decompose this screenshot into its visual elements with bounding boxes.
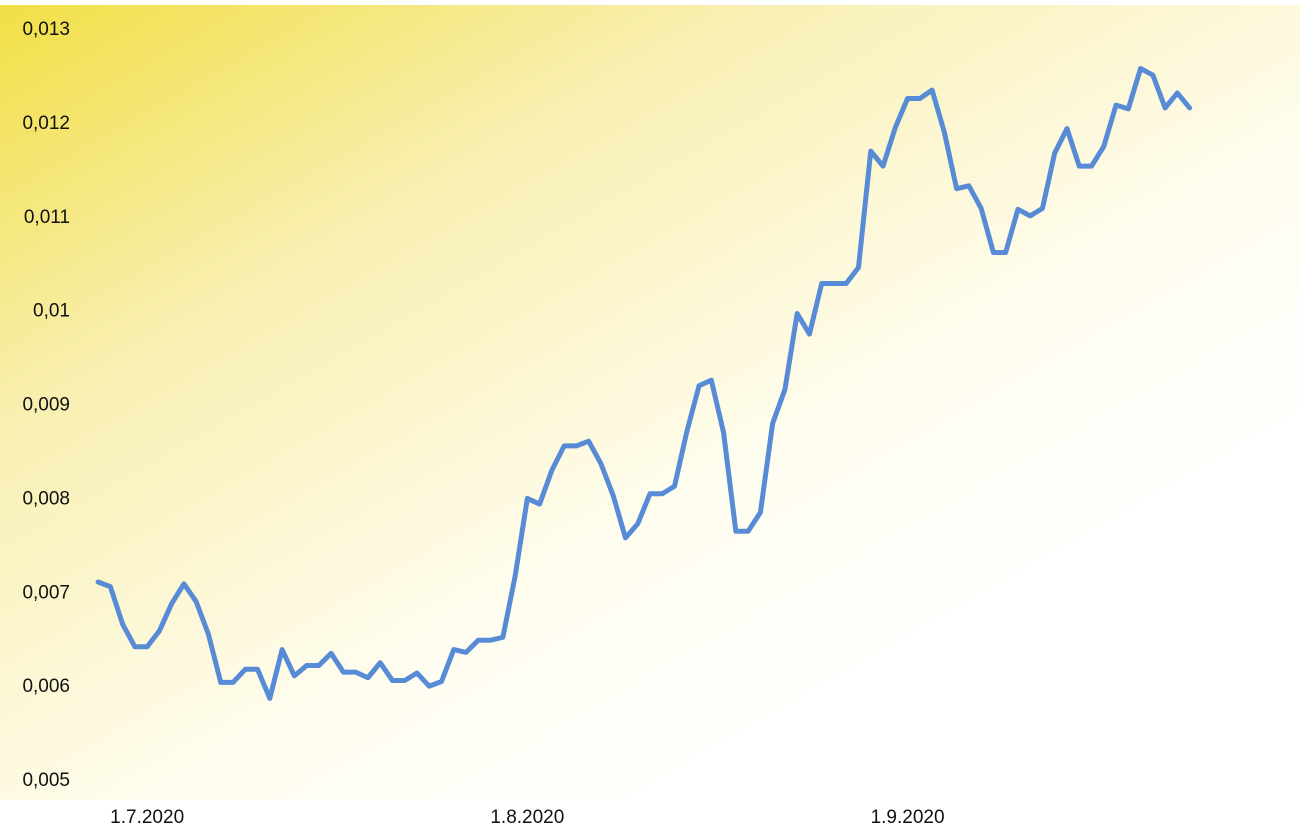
- data-line: [95, 65, 1193, 701]
- y-tick-label: 0,011: [24, 207, 70, 228]
- y-tick-label: 0,005: [22, 770, 70, 791]
- plot-background: [0, 5, 1300, 800]
- y-tick-label: 0,012: [22, 113, 70, 134]
- y-tick-label: 0,013: [22, 19, 70, 40]
- y-tick-label: 0,006: [22, 676, 70, 697]
- y-tick-label: 0,01: [33, 301, 70, 322]
- x-tick-label: 1.8.2020: [490, 807, 564, 828]
- x-tick-label: 1.9.2020: [871, 807, 945, 828]
- y-tick-label: 0,009: [22, 395, 70, 416]
- y-tick-label: 0,007: [22, 582, 70, 603]
- y-tick-label: 0,008: [22, 488, 70, 509]
- x-tick-label: 1.7.2020: [110, 807, 184, 828]
